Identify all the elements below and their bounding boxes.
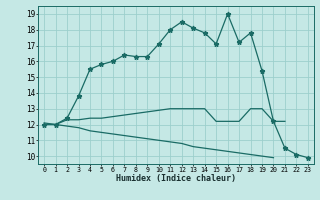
X-axis label: Humidex (Indice chaleur): Humidex (Indice chaleur): [116, 174, 236, 183]
